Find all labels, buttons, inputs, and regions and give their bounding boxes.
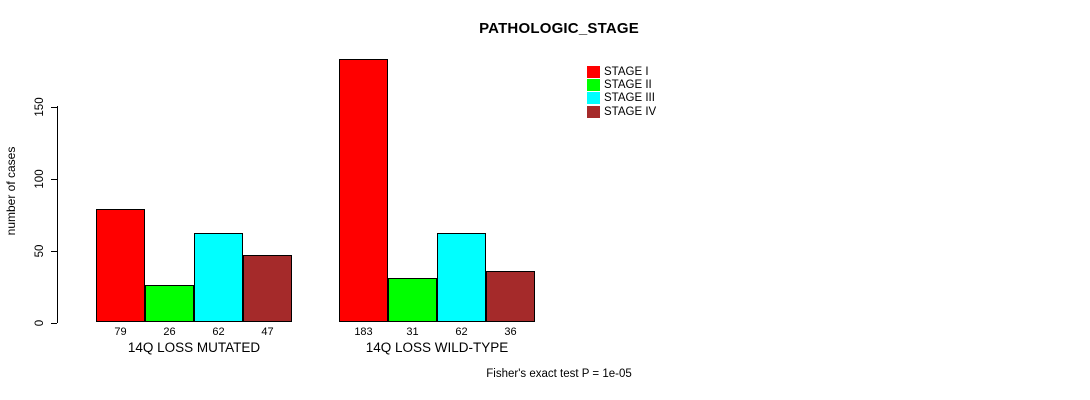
bar-stage-ii bbox=[145, 285, 194, 323]
legend-item-stage-ii: STAGE II bbox=[587, 79, 656, 92]
legend-item-stage-iii: STAGE III bbox=[587, 92, 656, 105]
stage-ii-swatch-icon bbox=[587, 79, 600, 92]
statistical-test-note: Fisher's exact test P = 1e-05 bbox=[486, 368, 632, 380]
y-axis-tick-label: 50 bbox=[34, 244, 46, 257]
bar-stage-ii bbox=[388, 277, 437, 323]
y-axis-label: number of cases bbox=[4, 146, 18, 236]
bar-stage-iii bbox=[437, 233, 486, 323]
legend-label: STAGE I bbox=[604, 66, 649, 78]
bar-value-label: 183 bbox=[354, 326, 373, 338]
legend-item-stage-i: STAGE I bbox=[587, 66, 656, 78]
y-axis-tick-label: 150 bbox=[34, 96, 46, 117]
bar-stage-i bbox=[339, 58, 388, 323]
bar-value-label: 62 bbox=[455, 326, 468, 338]
legend-label: STAGE IV bbox=[604, 105, 657, 118]
legend-label: STAGE III bbox=[604, 92, 655, 105]
y-axis-tick-label: 0 bbox=[34, 319, 46, 326]
bar-value-label: 36 bbox=[504, 326, 517, 338]
stage-i-swatch-icon bbox=[587, 66, 600, 78]
y-axis-tick bbox=[51, 322, 57, 324]
bar-value-label: 79 bbox=[114, 326, 127, 338]
y-axis-tick bbox=[51, 178, 57, 180]
y-axis-tick bbox=[51, 106, 57, 108]
bar-stage-iv bbox=[243, 254, 292, 323]
chart-title: PATHOLOGIC_STAGE bbox=[479, 20, 639, 37]
y-axis-line bbox=[57, 106, 58, 323]
bar-value-label: 47 bbox=[261, 326, 274, 338]
bar-stage-iii bbox=[194, 233, 243, 323]
legend: STAGE I STAGE II STAGE III STAGE IV bbox=[587, 66, 656, 119]
legend-item-stage-iv: STAGE IV bbox=[587, 105, 657, 118]
stage-iii-swatch-icon bbox=[587, 92, 600, 105]
bar-value-label: 31 bbox=[406, 326, 419, 338]
stage-iv-swatch-icon bbox=[587, 105, 600, 118]
group-label: 14Q LOSS MUTATED bbox=[127, 340, 261, 355]
y-axis-tick bbox=[51, 250, 57, 252]
bar-stage-i bbox=[96, 208, 145, 323]
legend-label: STAGE II bbox=[604, 79, 652, 92]
bar-stage-iv bbox=[486, 270, 535, 323]
bar-value-label: 62 bbox=[212, 326, 225, 338]
y-axis-tick-label: 100 bbox=[34, 168, 46, 189]
bar-value-label: 26 bbox=[163, 326, 176, 338]
group-label: 14Q LOSS WILD-TYPE bbox=[365, 340, 509, 355]
